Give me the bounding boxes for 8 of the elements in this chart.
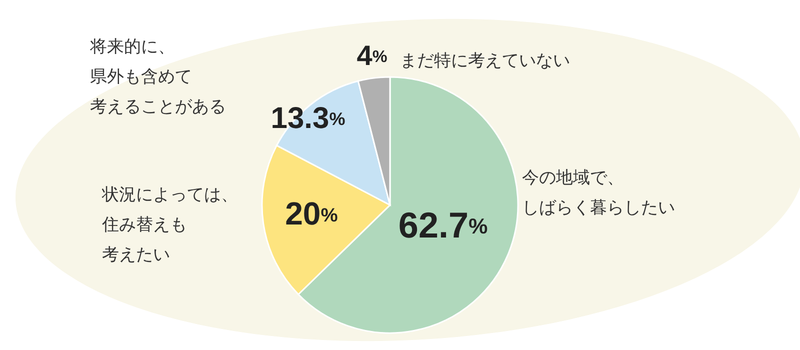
data-label: 62.7% [398,204,488,245]
data-label: 4% [356,40,388,72]
slice-label: 状況によっては、住み替えも考えたい [101,185,238,264]
data-label: 20% [285,196,338,232]
data-label: 13.3% [270,102,346,135]
slice-label: 今の地域で、しばらく暮らしたい [522,168,675,217]
slice-label: 将来的に、県外も含めて考えることがある [89,37,226,116]
slice-label: まだ特に考えていない [400,51,570,70]
